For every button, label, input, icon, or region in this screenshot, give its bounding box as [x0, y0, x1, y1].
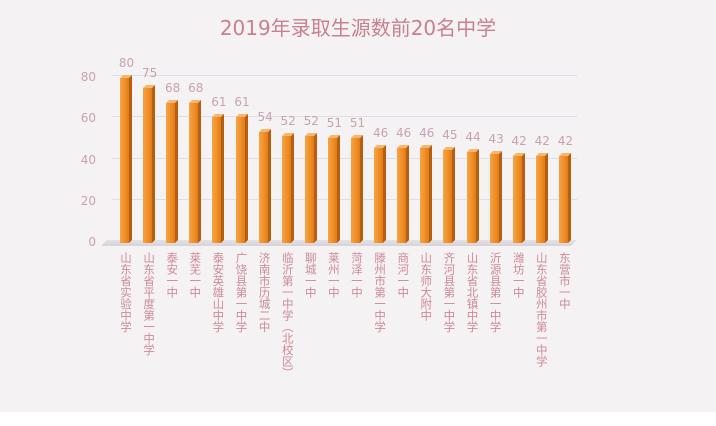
bar-value-label: 42: [511, 134, 527, 149]
x-category-label: 滕州市第一中学: [373, 252, 388, 333]
bar: [166, 102, 176, 243]
x-category-label: 广饶县第一中学: [234, 252, 249, 333]
chart-canvas: 2019年录取生源数前20名中学 0 20 40 60 80 80 山东省实验中学 75 山东省…: [0, 0, 716, 412]
bar-value-label: 42: [557, 134, 574, 149]
x-category-label: 菏泽一中: [350, 252, 364, 298]
gridline: [112, 116, 577, 118]
bar: [443, 150, 453, 243]
bar-value-label: 44: [465, 130, 481, 145]
bar: [512, 156, 522, 243]
bar-value-label: 51: [349, 115, 366, 130]
chart-title: 2019年录取生源数前20名中学: [219, 16, 497, 40]
bar-value-label: 51: [326, 115, 343, 130]
bar: [466, 152, 476, 243]
plot-area: 0 20 40 60 80 80 山东省实验中学 75 山东省平度第一中学 68 泰安一中 68 莱芜一…: [0, 0, 716, 412]
bar-value-label: 54: [257, 109, 273, 124]
bar-value-label: 46: [396, 126, 412, 141]
bar: [397, 148, 407, 243]
x-category-label: 东营市一中: [557, 252, 572, 310]
bar: [558, 156, 568, 243]
bar: [120, 78, 129, 243]
x-category-label: 山东省胶州市第一中学: [534, 252, 549, 367]
x-category-label: 山东省实验中学: [119, 252, 133, 333]
bar-value-label: 52: [280, 113, 296, 128]
x-category-label: 山东师大附中: [419, 252, 434, 321]
x-category-label: 聊城一中: [303, 252, 318, 298]
x-category-label: 济南市历城二中: [257, 252, 272, 333]
x-category-label: 山东省平度第一中学: [142, 252, 157, 356]
bar: [327, 137, 337, 243]
bar: [489, 154, 499, 243]
bar-value-label: 43: [488, 132, 504, 147]
bar-value-label: 68: [165, 80, 181, 95]
bar-value-label: 46: [372, 126, 389, 141]
gridline: [112, 157, 577, 159]
gridline: [112, 198, 577, 200]
bar: [189, 102, 199, 243]
x-category-label: 泰安一中: [165, 252, 180, 298]
bar-value-label: 45: [442, 128, 458, 143]
bar-value-label: 68: [188, 80, 204, 95]
bar: [304, 135, 314, 243]
y-tick-label: 20: [80, 193, 96, 208]
bar-value-label: 46: [419, 126, 435, 141]
y-tick-label: 80: [80, 70, 96, 84]
bar: [212, 117, 222, 243]
bar-value-label: 42: [534, 134, 550, 149]
gridline: [112, 75, 577, 76]
x-category-label: 沂源县第一中学: [488, 252, 503, 333]
bar-value-label: 80: [118, 56, 135, 70]
bar: [235, 117, 245, 243]
bar: [420, 148, 430, 243]
y-tick-label: 40: [80, 152, 96, 167]
x-category-label: 泰安英雄山中学: [211, 252, 226, 333]
bar: [351, 137, 360, 243]
bar-value-label: 52: [303, 113, 319, 128]
x-category-label: 潍坊一中: [511, 252, 526, 298]
bar: [535, 156, 545, 243]
x-category-label: 山东省北镇中学: [465, 252, 480, 333]
y-tick-label: 0: [88, 235, 96, 249]
bar: [258, 131, 268, 243]
bar-value-label: 61: [234, 95, 250, 110]
y-tick-label: 60: [80, 111, 96, 126]
bar: [374, 148, 384, 243]
bar-value-label: 61: [211, 95, 227, 110]
bar-value-label: 75: [141, 66, 158, 81]
x-category-label: 莱芜一中: [188, 252, 203, 298]
x-category-label: 临沂第一中学（北校区）: [280, 252, 295, 379]
bar: [143, 88, 153, 243]
x-category-label: 莱州一中: [326, 252, 341, 298]
bar: [281, 135, 291, 243]
x-category-label: 商河一中: [396, 252, 411, 298]
x-category-label: 齐河县第一中学: [442, 252, 457, 333]
